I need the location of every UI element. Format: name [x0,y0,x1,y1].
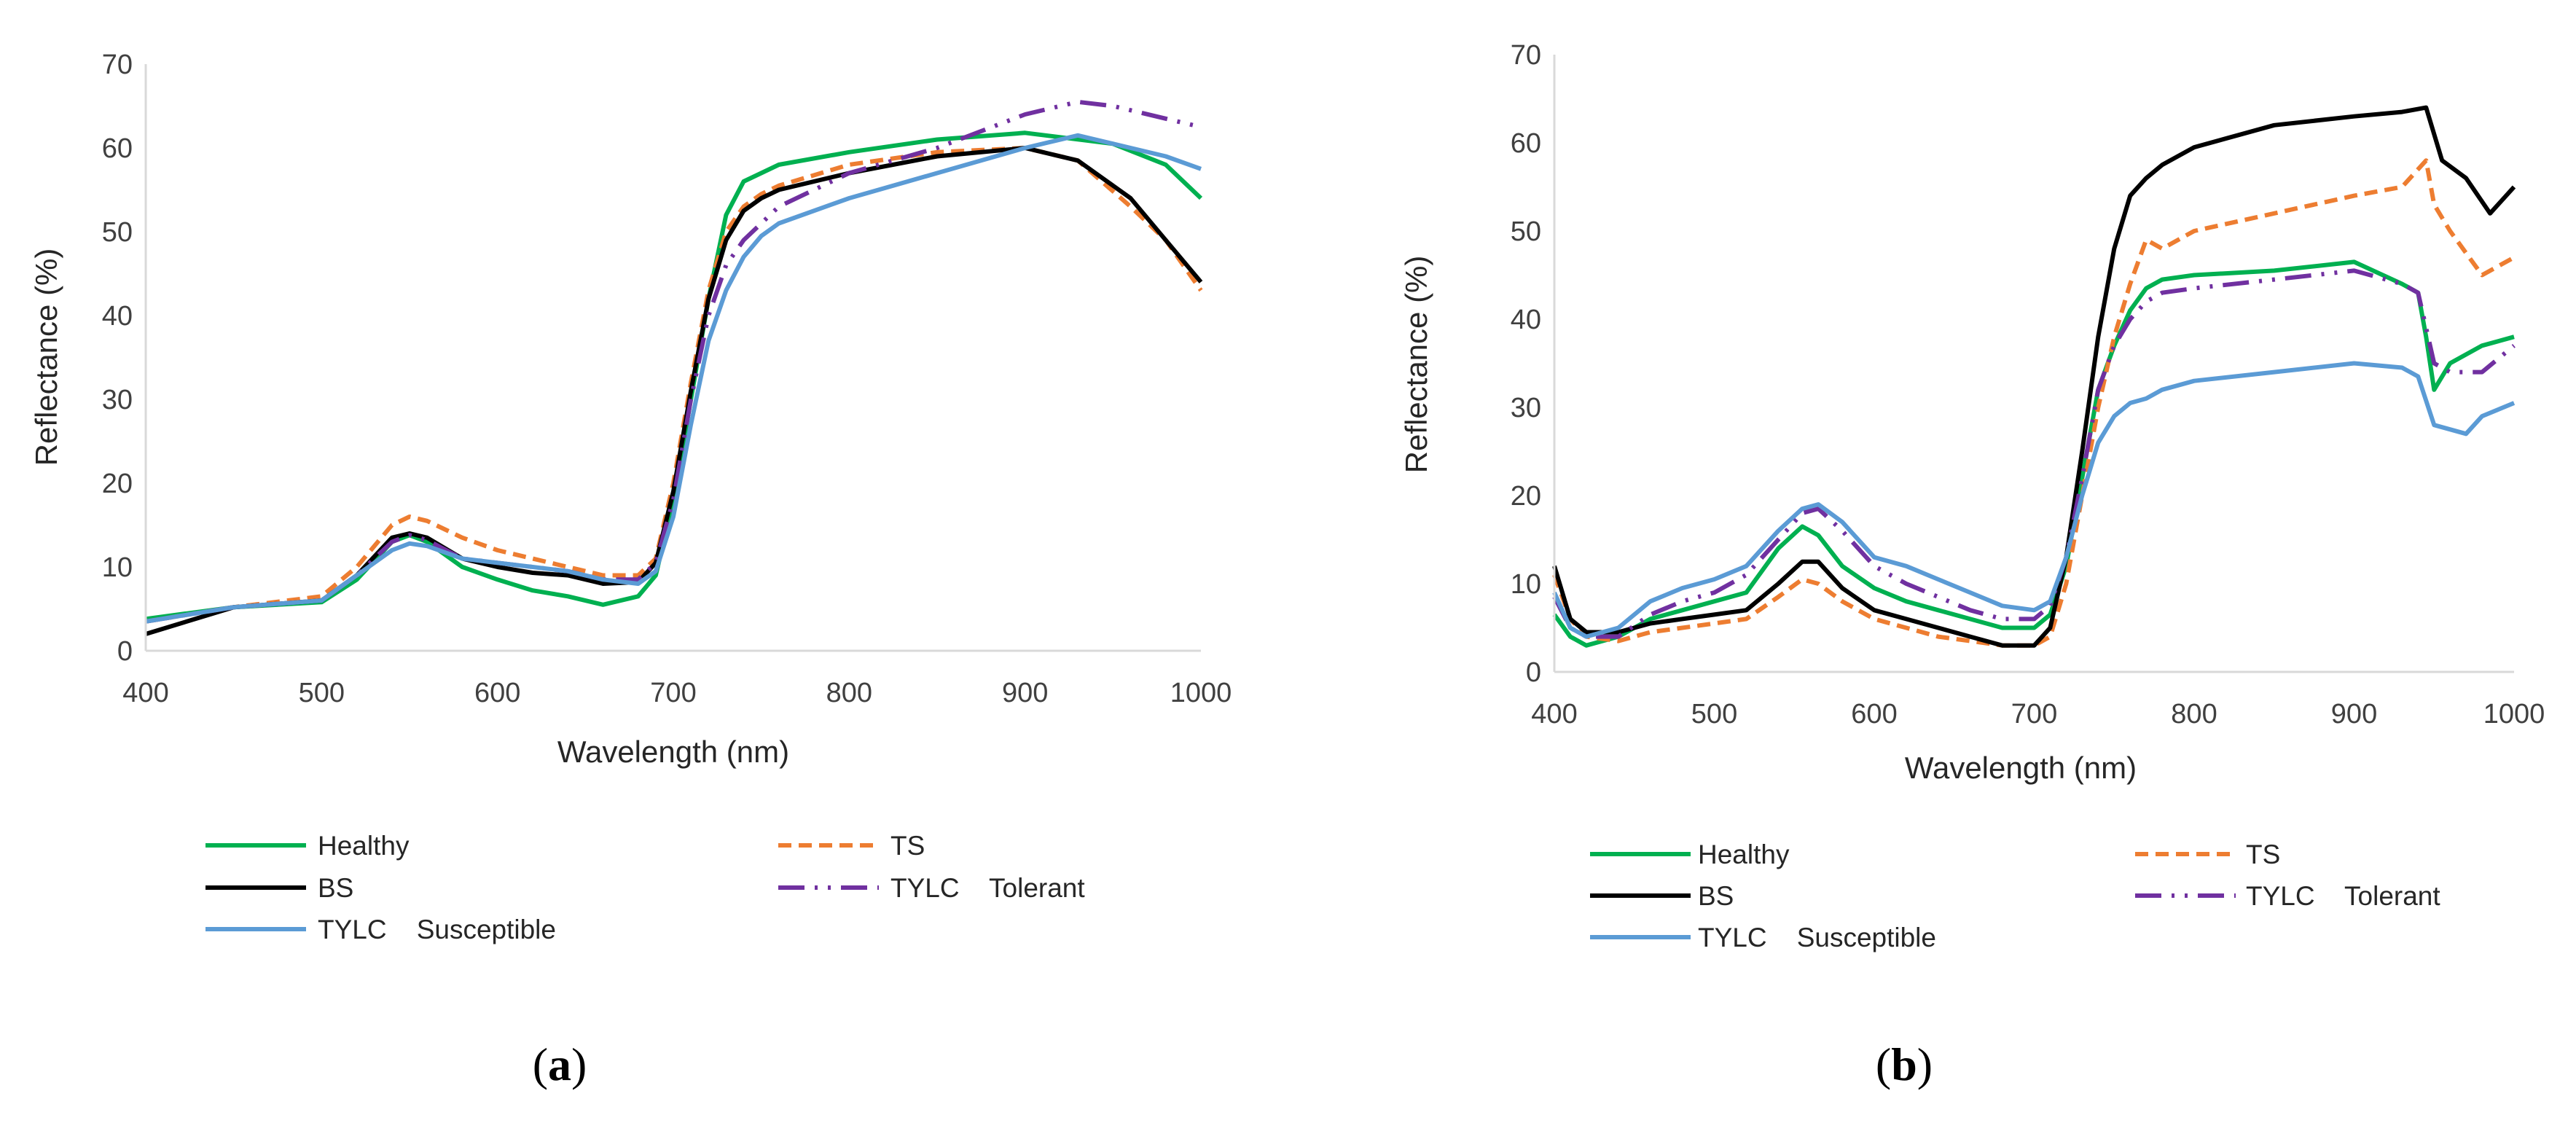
chart-b-x-tick-400: 400 [1531,699,1577,729]
chart-a-y-tick-20: 20 [102,469,133,499]
chart-b-series-tylc-tolerant [1552,268,2516,639]
chart-a-x-tick-600: 600 [474,678,520,708]
chart-b-y-tick-70: 70 [1511,40,1541,71]
chart-a-y-tick-50: 50 [102,217,133,248]
chart-a-legend-label-tylc-tolerant: TYLC Tolerant [890,873,1085,903]
chart-b-series-healthy [1552,259,2515,648]
chart-b-y-axis-title: Reflectance (%) [1399,256,1433,474]
chart-b-x-tick-600: 600 [1851,699,1897,729]
chart-a-y-tick-60: 60 [102,133,133,164]
chart-b-y-ticks: 0 10 20 30 40 50 60 70 [1511,40,1541,688]
chart-b-legend-label-bs: BS [1698,881,1734,911]
chart-b-legend-label-healthy: Healthy [1698,840,1790,869]
chart-b-panel-letter: b [1891,1038,1917,1090]
chart-b-x-tick-800: 800 [2171,699,2217,729]
chart-b-series-ts [1552,158,2516,648]
chart-a-legend-label-tylc-susceptible: TYLC Susceptible [318,915,556,944]
chart-b-y-tick-50: 50 [1511,216,1541,247]
chart-a-x-tick-900: 900 [1002,678,1048,708]
chart-a-y-tick-10: 10 [102,552,133,583]
chart-b-panel-label: (b) [1876,1038,1933,1090]
chart-a-y-tick-70: 70 [102,50,133,80]
chart-b-legend-item-bs: BS [1590,881,1734,911]
chart-b-legend: Healthy TS BS TYLC Tolerant TYLC Suscept… [1590,840,2440,952]
chart-a-series-bs [145,146,1203,636]
chart-b-y-tick-40: 40 [1511,305,1541,335]
chart-a-x-tick-400: 400 [122,678,168,708]
chart-b-y-tick-20: 20 [1511,481,1541,512]
chart-a-y-tick-40: 40 [102,301,133,332]
chart-a-legend-item-bs: BS [205,873,353,903]
chart-b-legend-label-ts: TS [2246,840,2280,869]
chart-b-legend-item-healthy: Healthy [1590,840,1790,869]
chart-a-x-tick-700: 700 [650,678,696,708]
chart-b-x-tick-1000: 1000 [2483,699,2545,729]
chart-b-x-tick-700: 700 [2011,699,2057,729]
chart-a-legend-label-healthy: Healthy [318,831,410,861]
chart-b-x-tick-500: 500 [1691,699,1737,729]
chart-a-x-axis-title: Wavelength (nm) [557,735,789,769]
chart-b-y-tick-10: 10 [1511,569,1541,600]
chart-a-legend: Healthy TS BS TYLC Tolerant TYLC Suscept… [205,831,1085,944]
chart-a-y-ticks: 0 10 20 30 40 50 60 70 [102,50,133,667]
chart-a-legend-item-ts: TS [778,831,925,861]
chart-a-panel-letter: a [548,1038,571,1090]
chart-b-series-bs [1552,105,2516,648]
chart-b-legend-label-tylc-tolerant: TYLC Tolerant [2246,881,2440,911]
chart-a-x-tick-1000: 1000 [1170,678,1232,708]
chart-a-x-tick-800: 800 [826,678,872,708]
chart-b-y-tick-30: 30 [1511,393,1541,423]
chart-a-series-layer [145,99,1203,636]
chart-b-series-tylc-susceptible [1552,361,2516,639]
chart-b-legend-item-tylc-susceptible: TYLC Susceptible [1590,923,1936,952]
chart-a-legend-item-tylc-susceptible: TYLC Susceptible [205,915,556,944]
chart-b-legend-item-tylc-tolerant: TYLC Tolerant [2135,881,2440,911]
chart-a-legend-label-bs: BS [318,873,353,903]
chart-a-x-ticks: 400 500 600 700 800 900 1000 [122,678,1232,708]
chart-a-series-tylc-susceptible [145,133,1202,624]
chart-b-series-layer [1552,105,2516,648]
chart-a-y-tick-30: 30 [102,385,133,415]
chart-a-legend-item-tylc-tolerant: TYLC Tolerant [778,873,1085,903]
chart-a-y-axis-title: Reflectance (%) [29,249,63,466]
chart-b: 0 10 20 30 40 50 60 70 400 500 600 700 800 900 1000 R… [1399,40,2545,1090]
chart-b-x-ticks: 400 500 600 700 800 900 1000 [1531,699,2545,729]
chart-a-legend-label-ts: TS [890,831,925,861]
chart-a-series-tylc-tolerant [145,99,1202,624]
chart-b-legend-item-ts: TS [2135,840,2280,869]
chart-b-x-tick-900: 900 [2331,699,2377,729]
chart-b-y-tick-60: 60 [1511,128,1541,159]
chart-a-panel-label: (a) [533,1038,587,1090]
chart-b-legend-label-tylc-susceptible: TYLC Susceptible [1698,923,1936,952]
chart-a-legend-item-healthy: Healthy [205,831,410,861]
chart-a-x-tick-500: 500 [299,678,345,708]
chart-b-y-tick-0: 0 [1526,657,1541,688]
chart-a: 0 10 20 30 40 50 60 70 400 500 600 700 800 900 1000 R… [29,50,1232,1090]
chart-b-x-axis-title: Wavelength (nm) [1905,751,2137,785]
chart-a-series-ts [145,146,1203,624]
chart-a-y-tick-0: 0 [117,636,133,667]
chart-a-series-healthy [145,130,1203,622]
